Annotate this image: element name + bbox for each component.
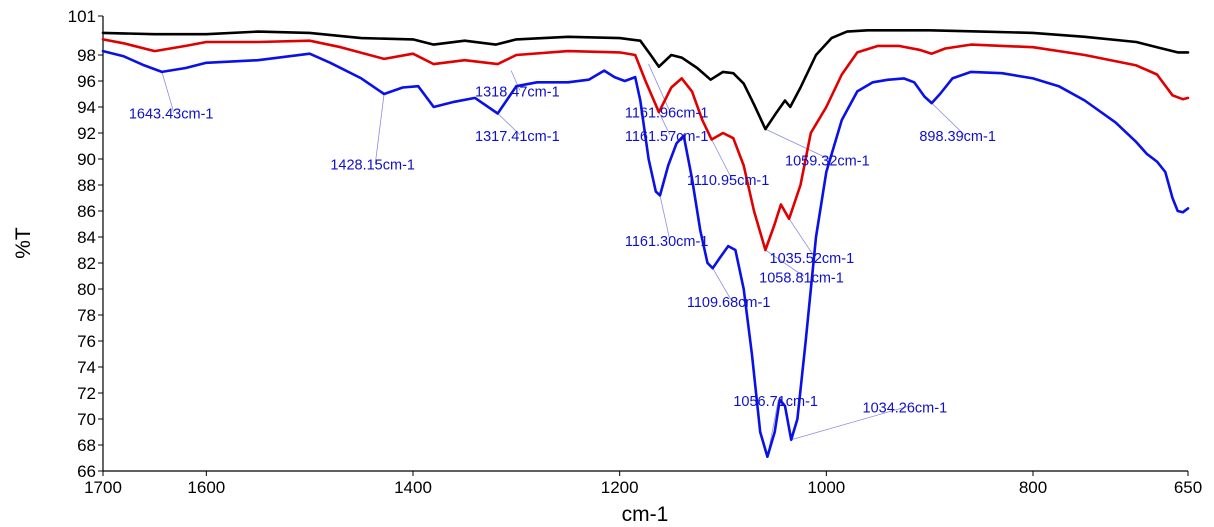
y-tick-label: 76 [77, 332, 96, 351]
y-tick-label: 68 [77, 436, 96, 455]
annotation-leader [788, 218, 815, 258]
peak-annotation: 1317.41cm-1 [475, 129, 560, 145]
y-tick-label: 92 [77, 124, 96, 143]
annotation-leader [510, 70, 521, 91]
y-tick-label: 66 [77, 462, 96, 481]
peak-annotation: 1109.68cm-1 [687, 295, 771, 311]
y-tick-label: 101 [68, 7, 96, 26]
annotation-leader [497, 113, 521, 136]
y-tick-label: 80 [77, 280, 96, 299]
y-tick-label: 88 [77, 176, 96, 195]
peak-annotation: 1318.47cm-1 [475, 85, 560, 101]
peak-annotation: 898.39cm-1 [919, 129, 996, 145]
y-ticks: 66 68 70 72 74 76 78 80 82 84 86 88 90 92 94 96 98 101 [68, 7, 103, 481]
peak-annotation: 1056.71cm-1 [733, 394, 818, 410]
y-tick-label: 96 [77, 72, 96, 91]
x-tick-label: 650 [1174, 478, 1202, 497]
peak-annotation: 1428.15cm-1 [330, 157, 415, 173]
annotation-leader [712, 267, 733, 302]
annotation-leader [648, 63, 671, 112]
peak-annotation: 1058.81cm-1 [759, 271, 844, 287]
annotation-leader [765, 128, 831, 160]
series-layer [101, 29, 1190, 458]
x-tick-label: 1200 [601, 478, 639, 497]
annotation-leader [374, 93, 385, 164]
x-tick-label: 1000 [807, 478, 845, 497]
x-ticks: 1700 1600 1400 1200 1000 800 650 [84, 471, 1202, 497]
y-tick-label: 86 [77, 202, 96, 221]
plot-area [102, 16, 1188, 472]
annotation-leader [931, 102, 965, 136]
x-tick-label: 1600 [187, 478, 225, 497]
peak-annotation: 1110.95cm-1 [687, 173, 769, 189]
annotation-leaders [161, 63, 965, 457]
y-tick-label: 78 [77, 306, 96, 325]
peak-annotation: 1643.43cm-1 [129, 107, 214, 123]
peak-annotation: 1034.26cm-1 [863, 401, 948, 417]
y-tick-label: 82 [77, 254, 96, 273]
x-tick-label: 1700 [84, 478, 122, 497]
annotation-labels: 1643.43cm-1 1428.15cm-1 1318.47cm-1 1317.41… [129, 85, 996, 417]
x-tick-label: 800 [1019, 478, 1047, 497]
annotation-leader [791, 406, 908, 441]
series-line-1 [101, 29, 1190, 131]
annotation-leader [658, 112, 671, 135]
y-tick-label: 90 [77, 150, 96, 169]
x-tick-label: 1400 [394, 478, 432, 497]
series-line-3 [101, 49, 1190, 458]
annotation-leader [765, 249, 805, 277]
y-tick-label: 94 [77, 98, 96, 117]
peak-annotation: 1059.32cm-1 [785, 154, 870, 170]
peak-annotation: 1161.96cm-1 [625, 105, 709, 121]
annotation-leader [161, 71, 175, 113]
annotation-leader [659, 195, 671, 241]
peak-annotation: 1035.52cm-1 [770, 251, 855, 267]
y-axis-title: %T [12, 227, 35, 259]
y-tick-label: 84 [77, 228, 96, 247]
peak-annotation: 1161.57cm-1 [625, 129, 709, 145]
x-axis-title: cm-1 [622, 503, 669, 526]
peak-annotation: 1161.30cm-1 [625, 234, 709, 250]
y-tick-label: 98 [77, 46, 96, 65]
annotation-leader [711, 139, 733, 180]
y-tick-label: 70 [77, 410, 96, 429]
y-tick-label: 72 [77, 384, 96, 403]
y-tick-label: 74 [77, 358, 96, 377]
series-line-2 [101, 38, 1190, 252]
